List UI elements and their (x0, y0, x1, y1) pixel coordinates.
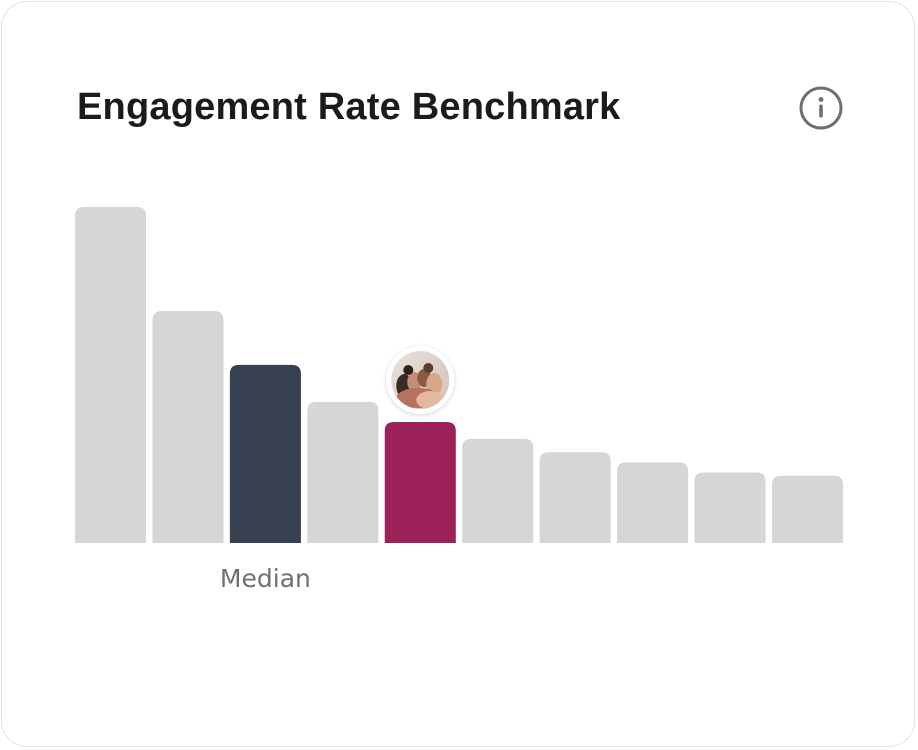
benchmark-bar[interactable] (694, 472, 766, 543)
card-title: Engagement Rate Benchmark (77, 86, 621, 128)
benchmark-bar[interactable] (307, 401, 379, 543)
benchmark-bar[interactable] (462, 438, 534, 543)
median-bar[interactable] (229, 364, 301, 543)
median-label: Median (219, 564, 311, 593)
highlighted-bar[interactable] (384, 422, 456, 543)
info-icon[interactable] (798, 85, 844, 131)
profile-avatar[interactable] (386, 346, 455, 415)
benchmark-bar[interactable] (75, 207, 147, 543)
avatar-photo (391, 351, 450, 410)
benchmark-bar[interactable] (539, 452, 611, 543)
benchmark-bar[interactable] (771, 475, 843, 543)
benchmark-bar[interactable] (152, 311, 224, 543)
benchmark-bar[interactable] (617, 462, 689, 543)
